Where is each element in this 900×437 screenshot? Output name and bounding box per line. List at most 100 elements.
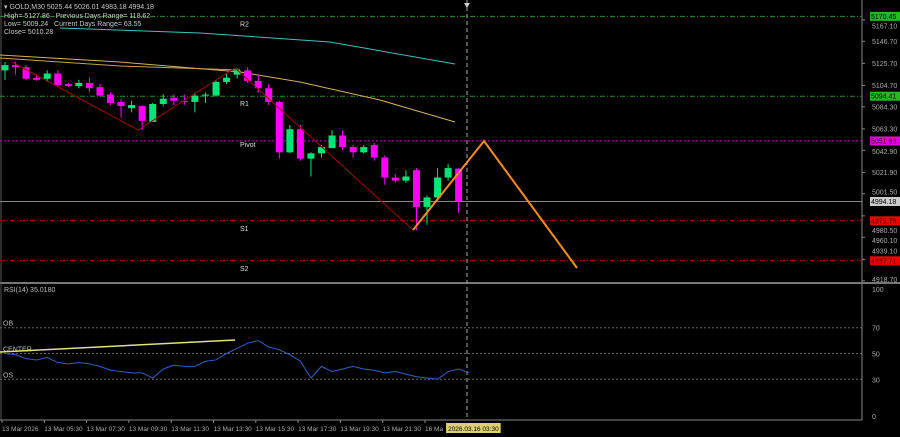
rsi-level-label: OS [3,372,13,379]
candle-body [117,101,125,107]
y-tick-label: 5021.90 [872,170,897,177]
x-tick-label: 13 Mar 09:30 [129,426,168,433]
y-tick-label: 4918.70 [872,277,897,284]
rsi-label: RSI(14) 35.0180 [4,287,55,294]
y-tick-label: 5146.70 [872,39,897,46]
current-price-label: 4994.18 [871,199,896,206]
candle-body [349,147,357,153]
candle-body [265,88,273,102]
candle-body [244,70,252,81]
candle-body [223,77,231,82]
y-tick-label: 5167.10 [872,23,897,30]
level-price-tag [870,11,900,21]
candle-body [370,144,378,158]
stats-close: Close= 5010.28 [4,29,54,36]
y-tick-label: 5104.70 [872,83,897,90]
candle-body [296,129,304,159]
symbol-header: ▾ GOLD,M30 5025.44 5026.01 4983.18 4994.… [4,4,154,11]
current-price-tag [870,196,900,206]
candle-body [159,98,167,104]
candle-body [434,177,442,198]
x-tick-label: 13 Mar 17:30 [298,426,337,433]
candle-body [12,65,20,68]
rsi-tick-label: 100 [872,287,884,294]
candle-body [328,135,336,149]
rsi-tick-label: 30 [872,377,880,384]
stats-row-2: Low= 5009.24 Current Days Range= 63.55 [4,21,142,28]
candle-body [191,95,199,102]
candle-body [201,94,209,96]
collapse-triangle-icon[interactable]: ▾ [4,4,10,11]
ma-slow-line [0,54,456,123]
candle-body [360,147,368,153]
candle-body [212,81,220,96]
level-price-label: 4975.79 [871,218,896,225]
y-tick-label: 4960.10 [872,238,897,245]
rsi-tick-label: 0 [872,414,876,421]
candle-body [107,94,114,103]
x-tick-label: 13 Mar 05:30 [44,426,83,433]
candle-body [318,147,325,154]
y-tick-label: 5125.70 [872,61,897,68]
candle-body [233,70,241,75]
rsi-line [4,340,470,380]
x-tick-label: 13 Mar 13:30 [214,426,253,433]
crosshair-marker-icon [464,3,470,8]
pivot-label-pivot: Pivot [240,142,256,149]
pivot-label-r2: R2 [240,21,249,28]
level-price-tag [870,256,900,266]
candle-body [138,106,146,121]
candle-body [412,170,420,207]
pivot-label-s1: S1 [240,226,249,233]
candle-body [286,129,294,153]
level-price-label: 5051.83 [871,138,896,145]
y-tick-label: 5042.90 [872,149,897,156]
rsi-divergence-line [0,339,236,353]
level-price-tag [870,136,900,146]
level-price-label: 4937.71 [871,258,896,265]
candle-body [22,67,30,79]
candle-body [43,73,51,79]
candle-body [128,105,136,109]
level-price-tag [870,216,900,226]
rsi-level-label: CENTER [3,347,32,354]
candle-body [85,82,93,89]
x-tick-label: 13 Mar 07:30 [87,426,126,433]
pivot-label-s2: S2 [240,266,249,273]
x-tick-label: 16 Ma [425,426,443,433]
rsi-tick-label: 50 [872,352,880,359]
projection-line [412,139,578,269]
x-tick-label: 13 Mar 15:30 [256,426,295,433]
candle-body [275,101,283,153]
level-price-tag [870,91,900,101]
zigzag-line [11,61,414,231]
candle-body [402,176,410,181]
candle-body [444,168,452,178]
candle-body [75,82,83,87]
candle-body [307,153,315,159]
candle-body [339,135,347,148]
candle-body [64,84,72,87]
rsi-tick-label: 70 [872,326,880,333]
level-price-label: 5094.41 [871,94,896,101]
ma-long-line [59,27,456,65]
x-tick-label: 13 Mar 19:30 [340,426,379,433]
candle-body [33,77,41,80]
x-tick-label: 13 Mar 21:30 [383,426,422,433]
y-tick-label: 5084.30 [872,104,897,111]
candle-body [149,103,157,122]
y-tick-label: 5063.30 [872,126,897,133]
ma-fast-line [0,57,241,71]
candle-body [254,80,262,89]
candle-body [1,65,9,71]
candle-body [96,87,104,96]
candle-body [170,97,178,101]
x-tick-label: 13 Mar 2026 [2,426,39,433]
crosshair-time-tag [446,423,501,433]
y-tick-label: 5001.50 [872,189,897,196]
candle-body [54,73,62,86]
crosshair-time-label: 2026.03.16 03:30 [448,426,499,433]
candle-body [180,100,188,102]
